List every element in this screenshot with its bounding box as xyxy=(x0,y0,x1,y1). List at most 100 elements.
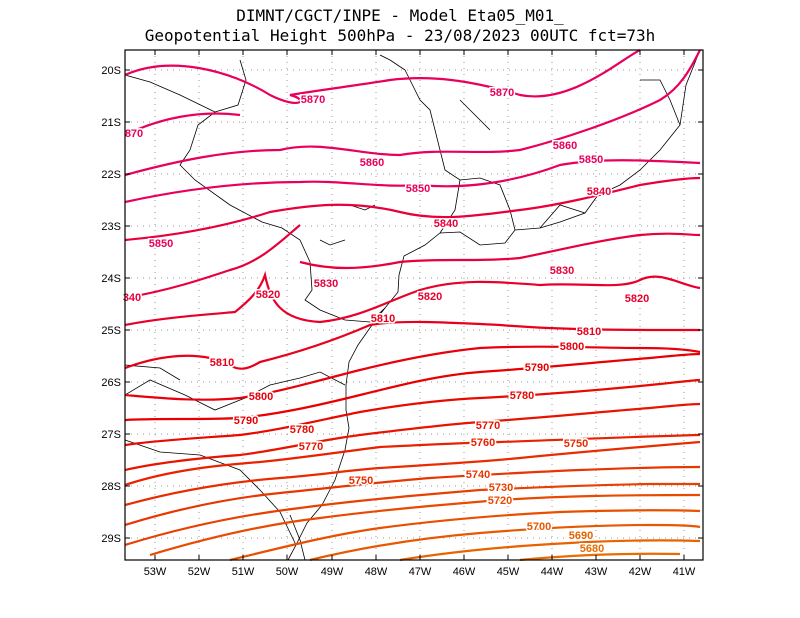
contour-label: 5800 xyxy=(560,341,584,353)
lon-label: 51W xyxy=(232,566,255,578)
contour-label: 5780 xyxy=(290,424,314,436)
state-border xyxy=(439,179,461,234)
lon-label: 48W xyxy=(365,566,388,578)
state-border xyxy=(124,364,181,381)
contour-5710 xyxy=(229,509,701,562)
state-border xyxy=(379,54,406,71)
lon-label: 49W xyxy=(321,566,344,578)
river xyxy=(459,99,491,131)
contour-label: 5750 xyxy=(349,475,373,487)
contour-5740 xyxy=(124,465,701,527)
contour-5860 xyxy=(124,49,701,177)
contour-label: 5720 xyxy=(488,495,512,507)
contour-label: 5750 xyxy=(564,438,588,450)
contour-label: 5860 xyxy=(553,140,577,152)
contour-5840b xyxy=(124,224,301,300)
contour-label: 5790 xyxy=(525,362,549,374)
contour-label: 5770 xyxy=(299,441,323,453)
contour-5870 xyxy=(124,49,641,104)
contour-label: 5850 xyxy=(406,183,430,195)
contour-5870-west xyxy=(124,112,241,136)
state-border xyxy=(404,69,516,231)
lagoon xyxy=(289,514,306,561)
lat-label: 20S xyxy=(101,65,121,77)
lon-label: 53W xyxy=(144,566,167,578)
lon-label: 50W xyxy=(276,566,299,578)
contour-label: 5810 xyxy=(371,313,395,325)
contour-5760 xyxy=(124,433,701,487)
contour-label: 5850 xyxy=(579,154,603,166)
contour-label: 5800 xyxy=(249,391,273,403)
contour-5850 xyxy=(124,159,701,204)
lat-label: 21S xyxy=(101,117,121,129)
contour-label: 5700 xyxy=(527,521,551,533)
contour-label: 5820 xyxy=(418,291,442,303)
contour-5820 xyxy=(124,270,701,327)
geopotential-contours xyxy=(124,49,701,562)
lat-label: 23S xyxy=(101,221,121,233)
contour-5790 xyxy=(124,352,701,422)
lat-label: 24S xyxy=(101,273,121,285)
axis-ticks: 20S 21S 22S 23S 24S 25S 26S 27S 28S 29S 53W 52W 51W 5… xyxy=(101,50,703,578)
contour-label: 5820 xyxy=(625,293,649,305)
state-border xyxy=(124,74,216,113)
contour-5840 xyxy=(124,176,701,242)
contour-labels: 5870587087058605860585058505850584058403… xyxy=(121,86,650,557)
contour-label: 5870 xyxy=(490,87,514,99)
contour-5750 xyxy=(124,440,701,507)
contour-label: 5810 xyxy=(577,326,601,338)
lon-label: 43W xyxy=(585,566,608,578)
contour-label: 5770 xyxy=(476,420,500,432)
contour-5730 xyxy=(124,482,700,547)
contour-label: 5830 xyxy=(550,265,574,277)
contour-label: 5780 xyxy=(510,390,534,402)
contour-label: 5820 xyxy=(256,289,280,301)
contour-label: 870 xyxy=(125,128,143,140)
contour-5830 xyxy=(299,232,701,270)
graticule xyxy=(125,50,703,560)
lon-label: 52W xyxy=(188,566,211,578)
lon-label: 45W xyxy=(497,566,520,578)
contour-label: 5870 xyxy=(301,94,325,106)
contour-5690 xyxy=(399,539,701,562)
contour-5700 xyxy=(309,523,701,562)
lon-label: 47W xyxy=(409,566,432,578)
contour-label: 5810 xyxy=(210,357,234,369)
lat-label: 26S xyxy=(101,377,121,389)
contour-label: 5850 xyxy=(149,238,173,250)
contour-label: 5690 xyxy=(569,530,593,542)
contour-5800 xyxy=(124,345,701,401)
contour-label: 5860 xyxy=(360,157,384,169)
lat-label: 25S xyxy=(101,325,121,337)
chart-title-line1: DIMNT/CGCT/INPE - Model Eta05_M01_ xyxy=(236,6,564,25)
contour-5770 xyxy=(124,402,701,472)
coastline xyxy=(287,49,701,561)
state-border xyxy=(539,204,586,229)
contour-label: 5740 xyxy=(466,469,490,481)
contour-label: 5790 xyxy=(234,415,258,427)
contour-label: 5680 xyxy=(580,543,604,555)
lat-label: 28S xyxy=(101,481,121,493)
lat-label: 27S xyxy=(101,429,121,441)
contour-5680 xyxy=(519,552,681,562)
coastline-borders xyxy=(124,49,701,561)
state-border xyxy=(640,79,681,126)
contour-label: 5830 xyxy=(314,278,338,290)
lon-label: 42W xyxy=(629,566,652,578)
contour-label: 5840 xyxy=(587,186,611,198)
state-border xyxy=(124,439,297,546)
contour-5780 xyxy=(124,378,701,447)
contour-label: 340 xyxy=(123,292,141,304)
contour-5810 xyxy=(124,320,701,370)
chart-title-line2: Geopotential Height 500hPa - 23/08/2023 … xyxy=(144,26,656,45)
lat-label: 22S xyxy=(101,169,121,181)
contour-label: 5730 xyxy=(489,482,513,494)
contour-5720 xyxy=(149,493,701,557)
lon-label: 41W xyxy=(673,566,696,578)
river xyxy=(319,239,346,246)
state-border xyxy=(124,371,346,411)
contour-label: 5760 xyxy=(471,437,495,449)
contour-label: 5840 xyxy=(434,218,458,230)
lat-label: 29S xyxy=(101,533,121,545)
